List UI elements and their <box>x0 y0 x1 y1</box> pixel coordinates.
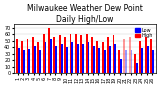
Bar <box>27 39 28 73</box>
Bar <box>23 50 25 73</box>
Bar <box>88 42 89 73</box>
Bar <box>82 44 84 73</box>
Bar <box>44 42 46 73</box>
Bar <box>66 47 68 73</box>
Bar <box>64 37 66 73</box>
Bar <box>70 34 71 73</box>
Bar <box>93 46 95 73</box>
Bar <box>16 39 18 73</box>
Bar <box>102 42 104 73</box>
Bar <box>107 37 109 73</box>
Bar <box>21 41 23 73</box>
Bar <box>34 46 36 73</box>
Bar <box>150 39 152 73</box>
Bar <box>141 48 143 73</box>
Bar <box>104 50 106 73</box>
Bar <box>43 34 44 73</box>
Bar <box>91 37 93 73</box>
Bar <box>96 41 98 73</box>
Bar <box>39 50 41 73</box>
Bar <box>145 37 147 73</box>
Title: Milwaukee Weather Dew Point
Daily High/Low: Milwaukee Weather Dew Point Daily High/L… <box>27 4 143 24</box>
Bar <box>134 54 136 73</box>
Bar <box>80 35 82 73</box>
Bar <box>109 46 111 73</box>
Bar <box>55 46 57 73</box>
Bar <box>125 50 127 73</box>
Bar <box>59 35 61 73</box>
Bar <box>136 63 138 73</box>
Bar <box>71 42 73 73</box>
Bar <box>98 48 100 73</box>
Bar <box>114 44 116 73</box>
Bar <box>112 35 114 73</box>
Bar <box>18 48 20 73</box>
Bar <box>28 49 30 73</box>
Bar <box>53 37 55 73</box>
Legend: Low, High: Low, High <box>134 27 153 39</box>
Bar <box>75 34 77 73</box>
Bar <box>139 41 141 73</box>
Bar <box>129 37 131 73</box>
Bar <box>131 50 132 73</box>
Bar <box>152 50 154 73</box>
Bar <box>32 37 34 73</box>
Bar <box>123 39 125 73</box>
Bar <box>50 39 52 73</box>
Bar <box>48 28 50 73</box>
Bar <box>118 50 120 73</box>
Bar <box>77 44 79 73</box>
Bar <box>86 34 88 73</box>
Bar <box>147 46 149 73</box>
Bar <box>61 44 63 73</box>
Bar <box>37 42 39 73</box>
Bar <box>120 59 122 73</box>
